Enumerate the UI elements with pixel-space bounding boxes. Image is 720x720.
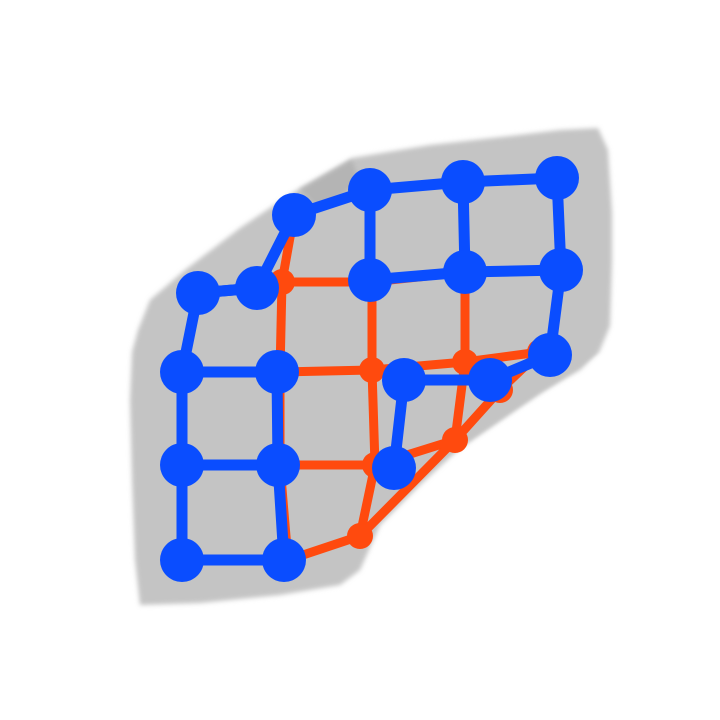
visible-grid-node <box>372 446 416 490</box>
visible-grid-node <box>528 333 572 377</box>
visible-grid-nodes <box>160 156 583 582</box>
visible-grid-node <box>443 250 487 294</box>
visible-grid-node <box>235 266 279 310</box>
visible-grid-node <box>535 156 579 200</box>
visible-grid-node <box>176 271 220 315</box>
visible-grid-node <box>348 168 392 212</box>
cloth-fold-shadow <box>300 160 360 210</box>
visible-grid-node <box>160 350 204 394</box>
visible-grid-node <box>539 248 583 292</box>
visible-grid-node <box>441 160 485 204</box>
visible-grid-node <box>468 358 512 402</box>
visible-grid-node <box>272 193 316 237</box>
hidden-grid-node <box>442 427 468 453</box>
visible-grid-node <box>382 358 426 402</box>
visible-grid-node <box>160 538 204 582</box>
visible-grid-node <box>255 350 299 394</box>
hidden-grid-node <box>359 357 385 383</box>
hidden-grid-edge <box>367 365 380 470</box>
visible-grid-node <box>256 443 300 487</box>
visible-grid-node <box>348 258 392 302</box>
hidden-grid-node <box>347 523 373 549</box>
visible-grid-node <box>160 443 204 487</box>
visible-grid-node <box>262 538 306 582</box>
hidden-grid-edge <box>355 435 460 541</box>
